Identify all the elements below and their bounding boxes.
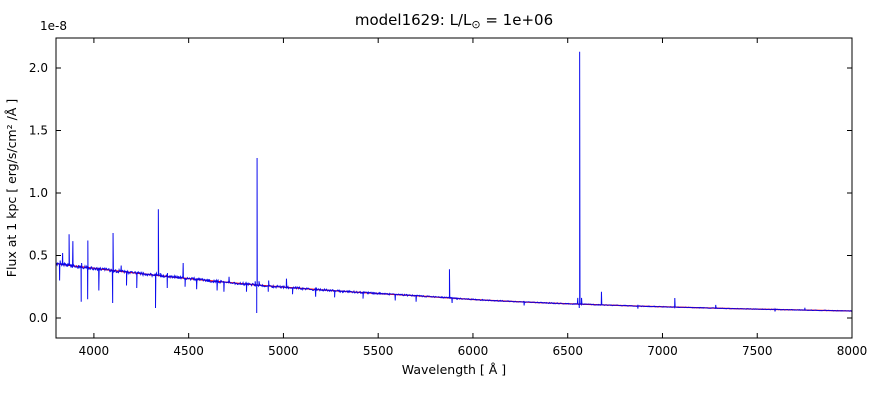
x-tick-label: 5000	[268, 344, 299, 358]
x-tick-label: 7500	[742, 344, 773, 358]
y-tick-label: 1.5	[29, 124, 48, 138]
x-tick-label: 6500	[552, 344, 583, 358]
spectrum-line	[56, 51, 852, 314]
chart-title: model1629: L/L⊙ = 1e+06	[355, 11, 553, 31]
x-tick-label: 7000	[647, 344, 678, 358]
y-tick-label: 0.0	[29, 311, 48, 325]
y-tick-label: 1.0	[29, 186, 48, 200]
x-tick-label: 4500	[173, 344, 204, 358]
y-tick-label: 2.0	[29, 61, 48, 75]
x-tick-label: 5500	[363, 344, 394, 358]
y-axis-offset-label: 1e-8	[40, 19, 67, 33]
x-tick-label: 8000	[837, 344, 868, 358]
axes-frame	[55, 37, 853, 339]
x-axis-label: Wavelength [ Å ]	[402, 362, 506, 377]
x-tick-label: 4000	[79, 344, 110, 358]
y-axis-label: Flux at 1 kpc [ erg/s/cm² /Å ]	[4, 99, 19, 277]
y-tick-label: 0.5	[29, 249, 48, 263]
x-tick-label: 6000	[458, 344, 489, 358]
